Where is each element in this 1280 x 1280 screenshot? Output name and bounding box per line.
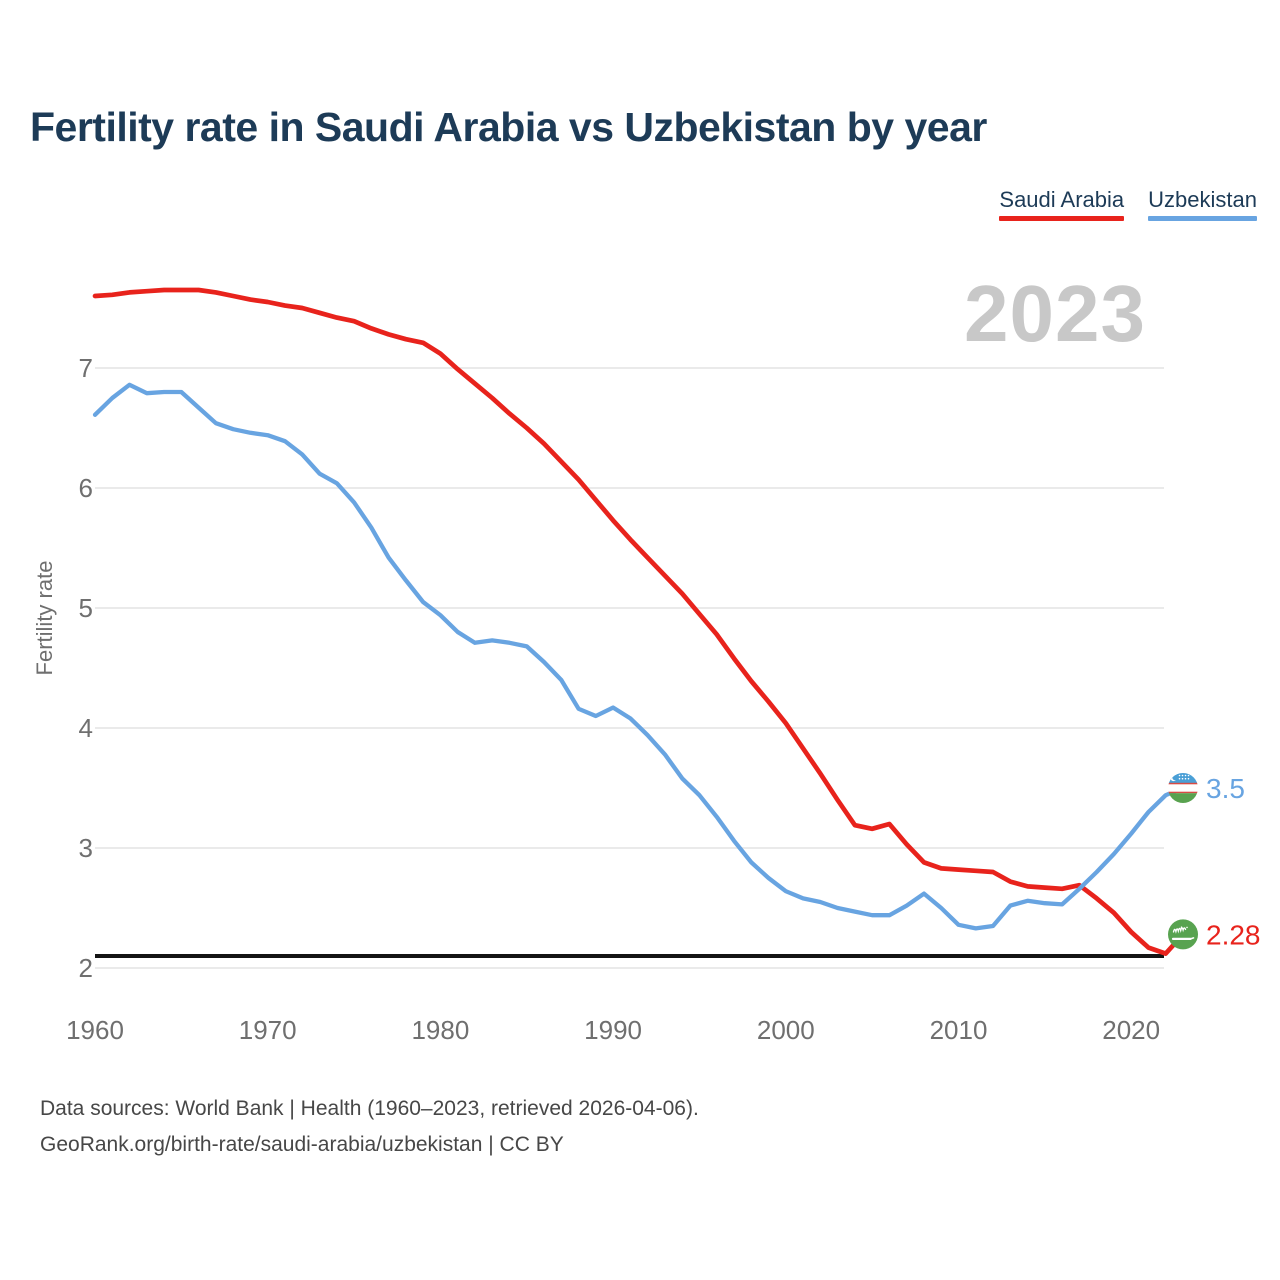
x-tick-label: 1970: [239, 1015, 297, 1045]
x-tick-labels: 1960 1970 1980 1990 2000 2010 2020: [66, 1015, 1160, 1045]
y-tick-label: 4: [79, 713, 93, 743]
uzbekistan-line: [92, 382, 1186, 931]
x-tick-label: 1960: [66, 1015, 124, 1045]
star-dot: [1181, 777, 1184, 780]
x-tick-label: 1980: [411, 1015, 469, 1045]
y-tick-label: 7: [79, 353, 93, 383]
year-watermark: 2023: [964, 269, 1146, 358]
y-gridlines: [95, 367, 1164, 969]
x-tick-label: 2010: [930, 1015, 988, 1045]
shahada-script: [1172, 927, 1187, 934]
x-tick-label: 2000: [757, 1015, 815, 1045]
y-tick-labels: 2 3 4 5 6 7: [79, 353, 93, 983]
legend-item-uzbekistan[interactable]: Uzbekistan: [1148, 187, 1257, 222]
page-title: Fertility rate in Saudi Arabia vs Uzbeki…: [30, 104, 987, 150]
data-source-line-2: GeoRank.org/birth-rate/saudi-arabia/uzbe…: [40, 1133, 564, 1156]
star-dot: [1181, 774, 1184, 777]
saudi-arabia-flag-icon: [1168, 919, 1199, 950]
saudi-arabia-end-value: 2.28: [1206, 919, 1261, 950]
y-tick-label: 2: [79, 953, 93, 983]
uzbekistan-flag-stripes: [1168, 773, 1199, 803]
legend-color-bar-uzbekistan: [1148, 216, 1257, 222]
y-tick-label: 5: [79, 593, 93, 623]
star-dot: [1178, 774, 1181, 777]
legend-label-saudi-arabia: Saudi Arabia: [999, 187, 1125, 212]
saudi-arabia-line: [92, 287, 1186, 956]
data-source: Data sources: World Bank | Health (1960–…: [40, 1091, 699, 1163]
star-dot: [1178, 777, 1181, 780]
legend: Saudi Arabia Uzbekistan: [999, 187, 1257, 222]
y-tick-label: 6: [79, 473, 93, 503]
x-tick-label: 2020: [1102, 1015, 1160, 1045]
star-dot: [1187, 777, 1190, 780]
uzbekistan-end-value: 3.5: [1206, 773, 1245, 804]
star-dot: [1184, 774, 1187, 777]
uzbekistan-flag-icon: [1168, 773, 1199, 803]
legend-item-saudi-arabia[interactable]: Saudi Arabia: [999, 187, 1125, 222]
star-dot: [1187, 774, 1190, 777]
x-tick-label: 1990: [584, 1015, 642, 1045]
y-tick-label: 3: [79, 833, 93, 863]
y-axis-label: Fertility rate: [32, 560, 57, 676]
data-source-line-1: Data sources: World Bank | Health (1960–…: [40, 1097, 699, 1120]
star-dot: [1184, 777, 1187, 780]
legend-label-uzbekistan: Uzbekistan: [1148, 187, 1257, 212]
legend-color-bar-saudi-arabia: [999, 216, 1125, 222]
